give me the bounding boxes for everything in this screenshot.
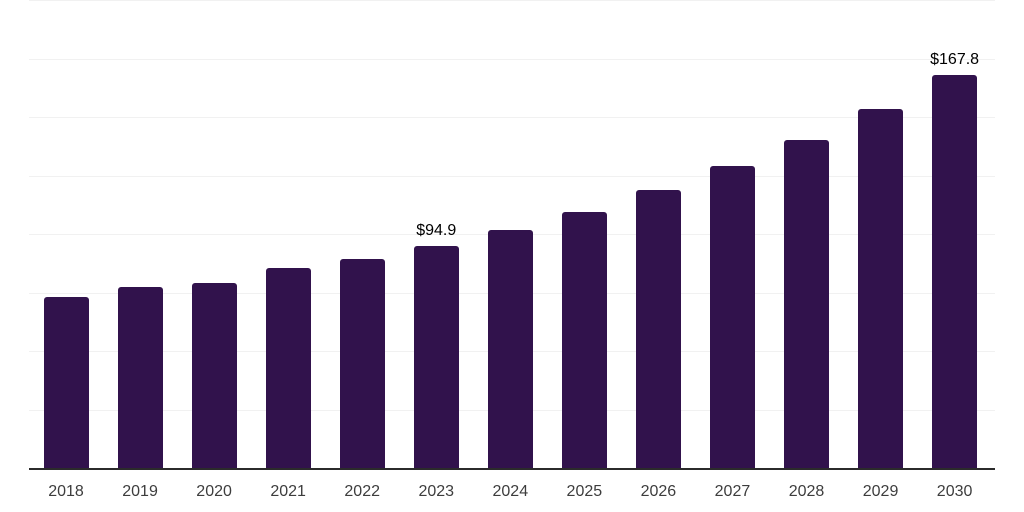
x-tick-label-2030: 2030 [936,483,973,500]
value-label-2030: $167.8 [930,51,980,68]
bar-2020 [191,283,237,468]
x-tick-label-2029: 2029 [862,483,899,500]
gridline [29,0,995,1]
bar-2025 [561,212,607,468]
bar-2027 [709,166,755,468]
bar-2028 [784,140,829,468]
bar-2023 [413,246,459,468]
x-tick-label-2026: 2026 [640,483,677,500]
x-axis: 2018 2019 2020 2021 2022 2023 2024 2025 2026 2027… [29,470,995,512]
bar-2021 [265,268,311,468]
bar-2019 [117,287,163,468]
x-tick-label-2027: 2027 [714,483,751,500]
gridline [29,59,995,60]
x-tick-label-2025: 2025 [566,483,603,500]
bar-2022 [339,259,385,468]
x-tick-label-2023: 2023 [418,483,455,500]
x-tick-label-2020: 2020 [196,483,232,500]
plot-area: $94.9 $167.8 [29,0,995,470]
x-tick-label-2028: 2028 [788,483,825,500]
gridline [29,117,995,118]
x-tick-label-2024: 2024 [492,483,529,500]
x-tick-label-2022: 2022 [344,483,380,500]
x-tick-label-2019: 2019 [122,483,158,500]
bar-2026 [635,190,681,468]
bar-2024 [487,230,533,468]
bar-2018 [43,297,89,468]
x-tick-label-2021: 2021 [270,483,306,500]
value-label-2023: $94.9 [416,222,457,239]
gridline [29,176,995,177]
x-tick-label-2018: 2018 [48,483,84,500]
bar-2029 [858,109,904,468]
bar-2030 [932,75,978,468]
